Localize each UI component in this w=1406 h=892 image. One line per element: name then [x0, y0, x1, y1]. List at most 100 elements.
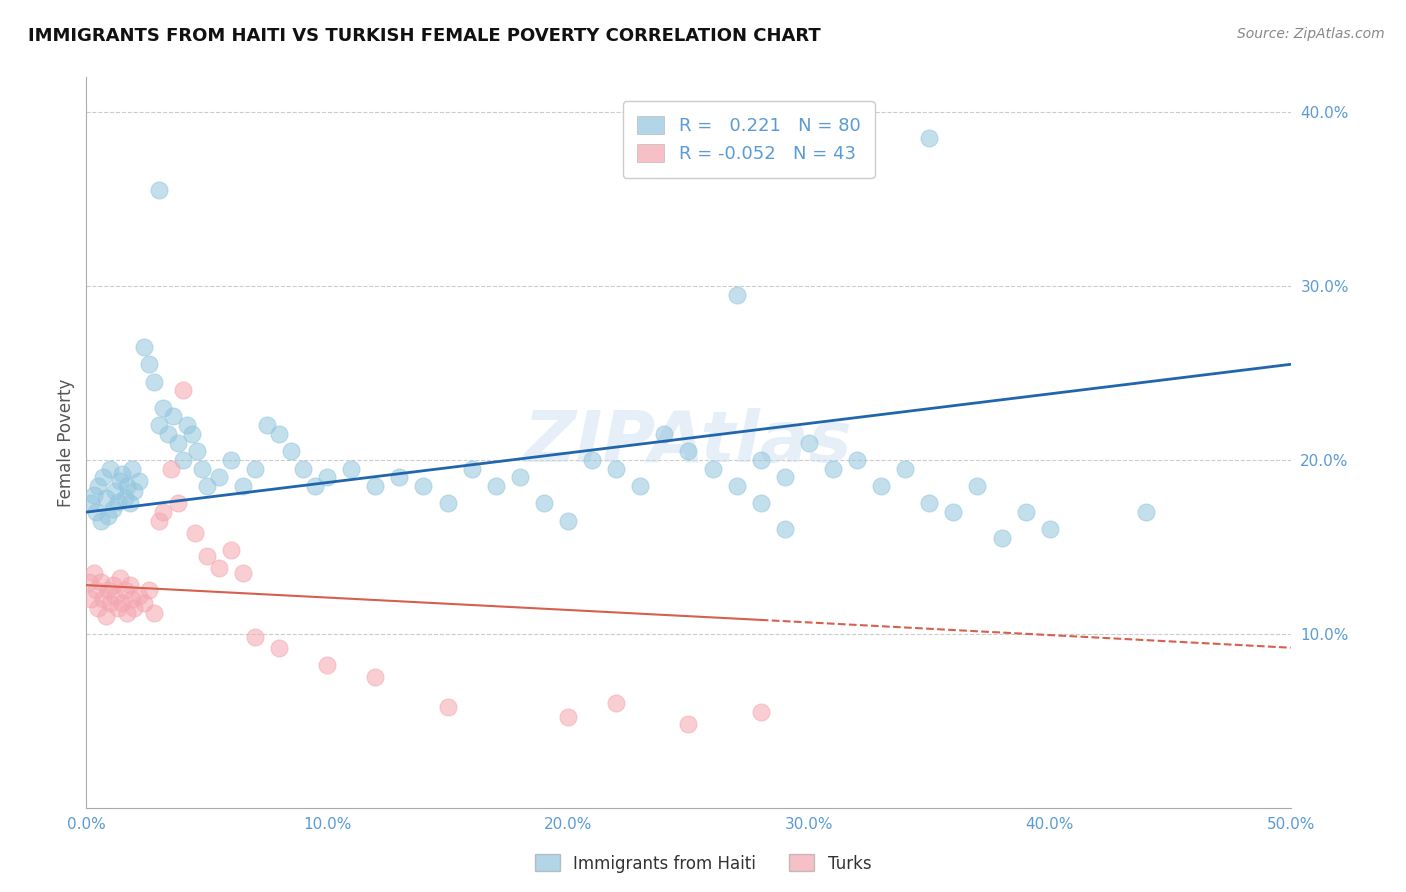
- Point: [243, 461, 266, 475]
- Point: [628, 479, 651, 493]
- Point: [148, 184, 170, 198]
- Point: [725, 479, 748, 493]
- Point: [104, 484, 127, 499]
- Point: [605, 461, 627, 475]
- Point: [166, 496, 188, 510]
- Point: [436, 699, 458, 714]
- Point: [966, 479, 988, 493]
- Point: [83, 566, 105, 580]
- Point: [121, 592, 143, 607]
- Text: Source: ZipAtlas.com: Source: ZipAtlas.com: [1237, 27, 1385, 41]
- Point: [894, 461, 917, 475]
- Point: [132, 340, 155, 354]
- Point: [114, 491, 136, 506]
- Point: [111, 467, 134, 481]
- Point: [749, 453, 772, 467]
- Point: [942, 505, 965, 519]
- Point: [91, 592, 114, 607]
- Point: [87, 479, 110, 493]
- Point: [148, 418, 170, 433]
- Point: [821, 461, 844, 475]
- Point: [83, 488, 105, 502]
- Point: [100, 595, 122, 609]
- Point: [533, 496, 555, 510]
- Point: [111, 595, 134, 609]
- Point: [97, 508, 120, 523]
- Point: [108, 474, 131, 488]
- Point: [243, 630, 266, 644]
- Point: [654, 426, 676, 441]
- Point: [1135, 505, 1157, 519]
- Point: [232, 566, 254, 580]
- Point: [219, 453, 242, 467]
- Point: [87, 600, 110, 615]
- Point: [990, 531, 1012, 545]
- Point: [121, 461, 143, 475]
- Legend: R =   0.221   N = 80, R = -0.052   N = 43: R = 0.221 N = 80, R = -0.052 N = 43: [623, 101, 875, 178]
- Point: [124, 600, 146, 615]
- Point: [219, 543, 242, 558]
- Point: [128, 474, 150, 488]
- Point: [292, 461, 315, 475]
- Point: [557, 710, 579, 724]
- Point: [162, 409, 184, 424]
- Point: [678, 717, 700, 731]
- Point: [232, 479, 254, 493]
- Point: [118, 496, 141, 510]
- Point: [138, 583, 160, 598]
- Point: [364, 479, 387, 493]
- Point: [84, 583, 107, 598]
- Point: [436, 496, 458, 510]
- Point: [108, 571, 131, 585]
- Point: [797, 435, 820, 450]
- Point: [142, 606, 165, 620]
- Point: [176, 418, 198, 433]
- Point: [304, 479, 326, 493]
- Point: [773, 470, 796, 484]
- Point: [166, 435, 188, 450]
- Point: [460, 461, 482, 475]
- Point: [172, 384, 194, 398]
- Point: [115, 479, 138, 493]
- Point: [90, 514, 112, 528]
- Point: [90, 574, 112, 589]
- Point: [183, 525, 205, 540]
- Point: [267, 426, 290, 441]
- Point: [316, 470, 339, 484]
- Point: [918, 496, 941, 510]
- Point: [128, 589, 150, 603]
- Point: [94, 491, 117, 506]
- Point: [152, 505, 174, 519]
- Point: [132, 595, 155, 609]
- Point: [191, 461, 214, 475]
- Point: [80, 496, 103, 510]
- Point: [557, 514, 579, 528]
- Point: [142, 375, 165, 389]
- Point: [918, 131, 941, 145]
- Point: [195, 479, 218, 493]
- Point: [91, 470, 114, 484]
- Point: [725, 287, 748, 301]
- Point: [80, 592, 103, 607]
- Point: [208, 470, 231, 484]
- Point: [364, 670, 387, 684]
- Point: [157, 426, 180, 441]
- Point: [118, 578, 141, 592]
- Point: [152, 401, 174, 415]
- Point: [104, 589, 127, 603]
- Point: [97, 583, 120, 598]
- Point: [1039, 523, 1062, 537]
- Point: [186, 444, 208, 458]
- Point: [340, 461, 363, 475]
- Point: [181, 426, 204, 441]
- Point: [208, 560, 231, 574]
- Legend: Immigrants from Haiti, Turks: Immigrants from Haiti, Turks: [529, 847, 877, 880]
- Point: [159, 461, 181, 475]
- Point: [124, 484, 146, 499]
- Point: [846, 453, 869, 467]
- Point: [485, 479, 508, 493]
- Point: [101, 578, 124, 592]
- Point: [267, 640, 290, 655]
- Text: ZIPAtlas: ZIPAtlas: [524, 408, 852, 477]
- Point: [280, 444, 302, 458]
